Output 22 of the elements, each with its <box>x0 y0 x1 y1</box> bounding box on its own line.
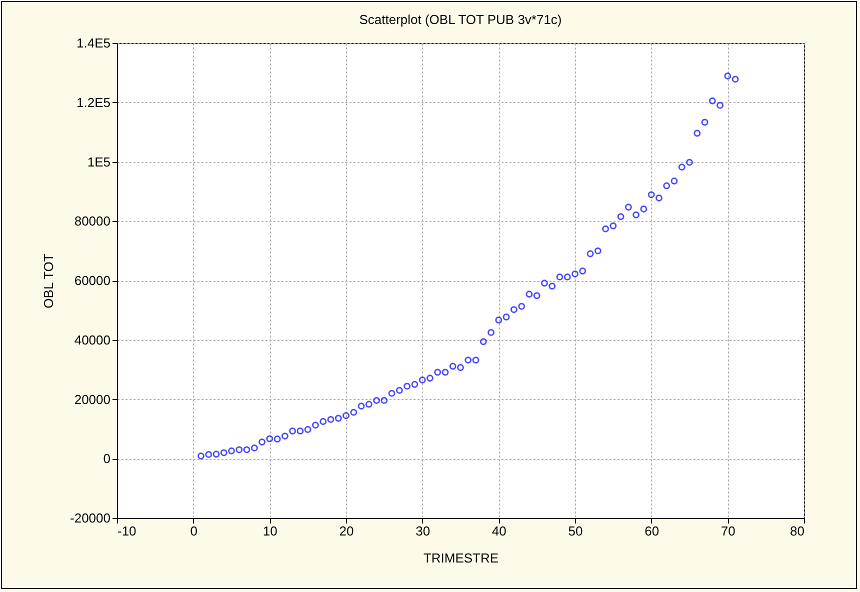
x-tick-label: -10 <box>118 524 136 538</box>
x-tick-label: 20 <box>339 524 354 538</box>
y-axis-title: OBL TOT <box>41 254 56 308</box>
x-tick-label: 40 <box>492 524 506 538</box>
y-tick-label: 60000 <box>74 273 110 288</box>
x-tick-label: 60 <box>644 524 660 538</box>
x-axis-title: TRIMESTRE <box>423 550 499 566</box>
y-tick-label: 0 <box>103 451 110 466</box>
chart-title: Scatterplot (OBL TOT PUB 3v*71c) <box>359 12 562 27</box>
y-tick-label: 80000 <box>74 214 110 229</box>
x-tick-label: 80 <box>790 524 804 538</box>
y-tick-label: 40000 <box>74 332 110 348</box>
x-tick-label: 50 <box>568 524 583 538</box>
y-tick-label: 1E5 <box>87 154 110 170</box>
x-tick-label: 70 <box>720 524 736 538</box>
y-tick-label: 20000 <box>74 392 110 407</box>
x-tick-label: 0 <box>190 524 198 538</box>
x-tick-label: 10 <box>262 524 278 538</box>
x-tick-label: 30 <box>416 524 430 538</box>
y-tick-label: -20000 <box>70 510 110 526</box>
y-tick-label: 1.2E5 <box>76 94 110 110</box>
y-tick-label: 1.4E5 <box>76 36 110 50</box>
